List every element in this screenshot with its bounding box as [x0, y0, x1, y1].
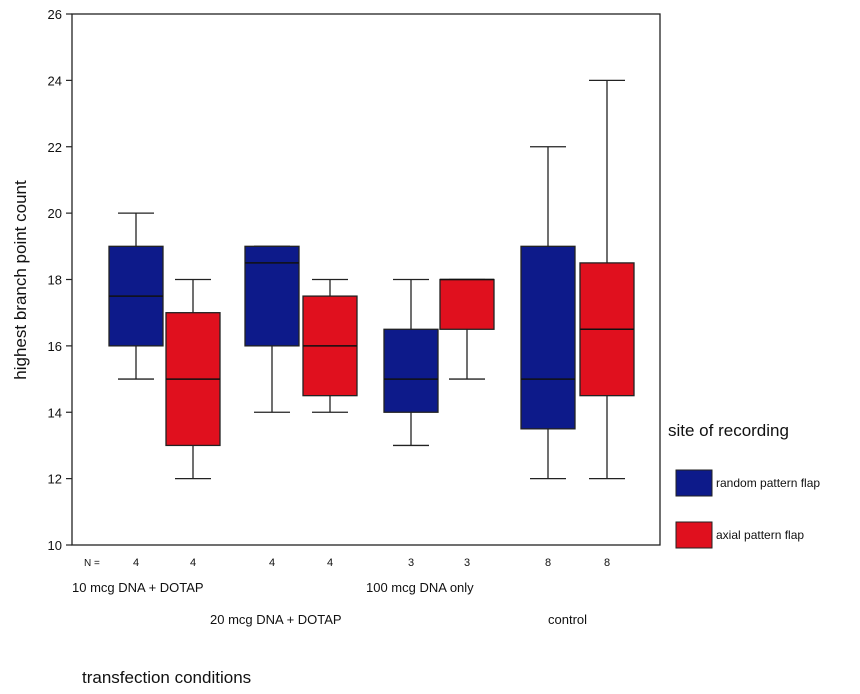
y-tick-label: 14: [48, 405, 62, 420]
x-axis-label: transfection conditions: [82, 668, 251, 687]
n-label: 8: [545, 557, 551, 569]
legend-title: site of recording: [668, 421, 789, 440]
n-label: 8: [604, 557, 610, 569]
box-3-random: [383, 278, 439, 447]
y-tick-label: 18: [48, 273, 62, 288]
box-3-axial: [439, 278, 495, 380]
n-label: 3: [464, 557, 470, 569]
box-2-axial: [302, 278, 358, 413]
box-1-axial: [165, 278, 221, 480]
n-label: 3: [408, 557, 414, 569]
y-tick-label: 10: [48, 538, 62, 553]
box-1-random: [108, 212, 164, 380]
iqr-box: [244, 245, 300, 347]
y-tick-label: 16: [48, 339, 62, 354]
n-prefix: N =: [84, 558, 100, 569]
iqr-box: [383, 328, 439, 413]
y-tick-label: 24: [48, 73, 62, 88]
iqr-box: [520, 245, 576, 430]
legend-label-random: random pattern flap: [716, 476, 820, 490]
n-label: 4: [190, 557, 196, 569]
y-tick-label: 26: [48, 7, 62, 22]
y-tick-label: 20: [48, 206, 62, 221]
iqr-box: [439, 278, 495, 330]
group-label: 100 mcg DNA only: [366, 580, 474, 595]
y-tick-label: 22: [48, 140, 62, 155]
y-tick-label: 12: [48, 472, 62, 487]
group-label: control: [548, 612, 587, 627]
box-2-random: [244, 245, 300, 413]
n-label: 4: [133, 557, 139, 569]
legend: site of recording random pattern flap ax…: [668, 421, 820, 549]
y-axis-label: highest branch point count: [11, 180, 30, 380]
legend-label-axial: axial pattern flap: [716, 528, 804, 542]
group-label: 10 mcg DNA + DOTAP: [72, 580, 204, 595]
box-4-random: [520, 146, 576, 480]
box-4-axial: [579, 79, 635, 480]
n-label: 4: [269, 557, 275, 569]
legend-swatch-axial: [675, 521, 713, 549]
n-label: 4: [327, 557, 333, 569]
group-label: 20 mcg DNA + DOTAP: [210, 612, 342, 627]
legend-swatch-random: [675, 469, 713, 497]
